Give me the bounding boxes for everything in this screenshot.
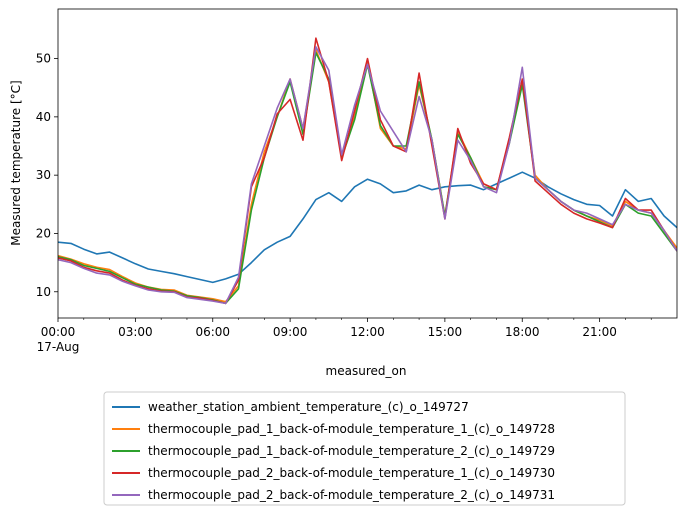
y-tick-label: 50 [36, 52, 51, 66]
x-tick-label: 00:00 [41, 325, 76, 339]
x-tick-label: 18:00 [505, 325, 540, 339]
legend: weather_station_ambient_temperature_(c)_… [103, 391, 626, 506]
y-tick-label: 40 [36, 110, 51, 124]
x-tick-label: 12:00 [350, 325, 385, 339]
x-tick-label: 03:00 [118, 325, 153, 339]
y-tick-label: 20 [36, 226, 51, 240]
y-tick-label: 10 [36, 285, 51, 299]
series-line-4 [58, 37, 677, 305]
x-axis-label: measured_on [326, 364, 407, 378]
series-line-3 [58, 51, 677, 305]
series-line-2 [58, 48, 677, 303]
x-tick-label: 06:00 [195, 325, 230, 339]
legend-label: thermocouple_pad_2_back-of-module_temper… [148, 466, 555, 480]
x-tick-label: 17-Aug [37, 340, 80, 354]
legend-label: thermocouple_pad_1_back-of-module_temper… [148, 422, 555, 436]
legend-label: weather_station_ambient_temperature_(c)_… [148, 400, 469, 414]
legend-label: thermocouple_pad_1_back-of-module_temper… [148, 444, 555, 458]
series-line-5 [58, 46, 677, 305]
series-line-1 [58, 171, 677, 284]
y-tick-label: 30 [36, 168, 51, 182]
y-axis-label: Measured temperature [°C] [9, 80, 23, 245]
legend-label: thermocouple_pad_2_back-of-module_temper… [148, 488, 555, 502]
x-tick-label: 21:00 [582, 325, 617, 339]
plot-frame [57, 8, 678, 319]
x-tick-label: 15:00 [428, 325, 463, 339]
legend-frame [103, 391, 626, 506]
x-tick-label: 09:00 [273, 325, 308, 339]
plot-area [58, 37, 677, 305]
